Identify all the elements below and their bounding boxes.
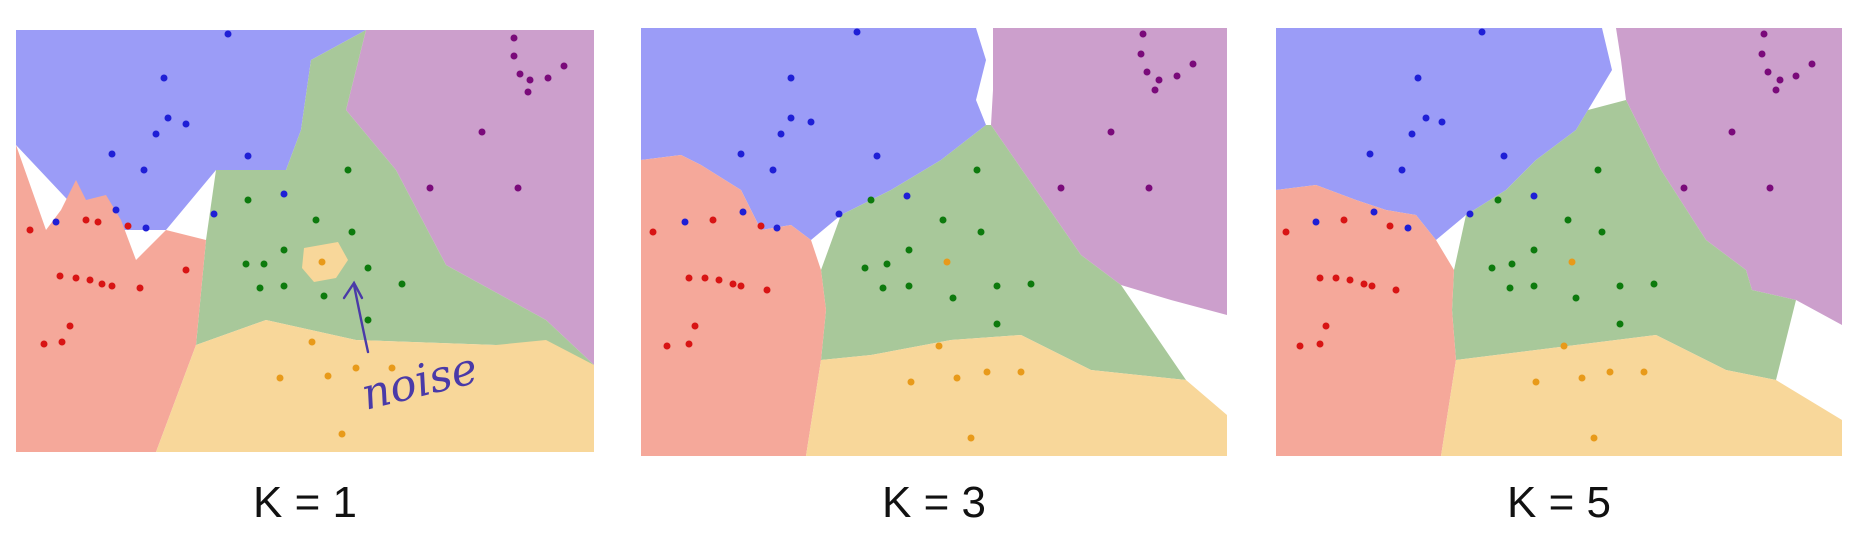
region-green	[821, 125, 1186, 380]
region-purple	[346, 30, 594, 365]
points-green	[242, 166, 406, 324]
decision-boundary-k5	[1276, 28, 1842, 456]
region-blue	[16, 30, 366, 230]
region-red	[641, 155, 826, 456]
caption-k5: K = 5	[1507, 478, 1611, 527]
points-orange	[1532, 258, 1648, 442]
points-blue	[681, 28, 911, 232]
points-orange	[276, 258, 396, 438]
panel-k1: noise K = 1	[16, 0, 594, 527]
points-red	[649, 216, 771, 350]
points-blue	[52, 30, 288, 232]
region-green	[1452, 100, 1796, 380]
region-purple	[1616, 28, 1842, 325]
panel-k5: K = 5	[1276, 0, 1842, 527]
points-blue	[1312, 28, 1538, 232]
region-purple	[991, 28, 1227, 315]
region-blue	[1276, 28, 1612, 240]
caption-k1: K = 1	[253, 478, 357, 527]
points-orange	[907, 258, 1025, 442]
decision-boundary-k3	[641, 28, 1227, 456]
points-purple	[1680, 30, 1816, 192]
region-orange	[156, 320, 594, 452]
points-green	[1488, 166, 1658, 328]
region-red	[16, 145, 206, 452]
noise-annotation	[342, 280, 370, 354]
points-red	[1282, 216, 1400, 350]
points-red	[26, 216, 190, 348]
decision-boundary-k1: noise	[16, 30, 594, 452]
panel-k3: K = 3	[641, 0, 1227, 527]
region-orange	[806, 335, 1227, 456]
points-green	[861, 166, 1035, 328]
caption-k3: K = 3	[882, 478, 986, 527]
region-blue	[641, 28, 986, 240]
points-purple	[426, 34, 568, 192]
region-red	[1276, 185, 1456, 456]
region-green	[196, 30, 594, 365]
region-orange	[1441, 335, 1842, 456]
points-purple	[1057, 30, 1197, 192]
